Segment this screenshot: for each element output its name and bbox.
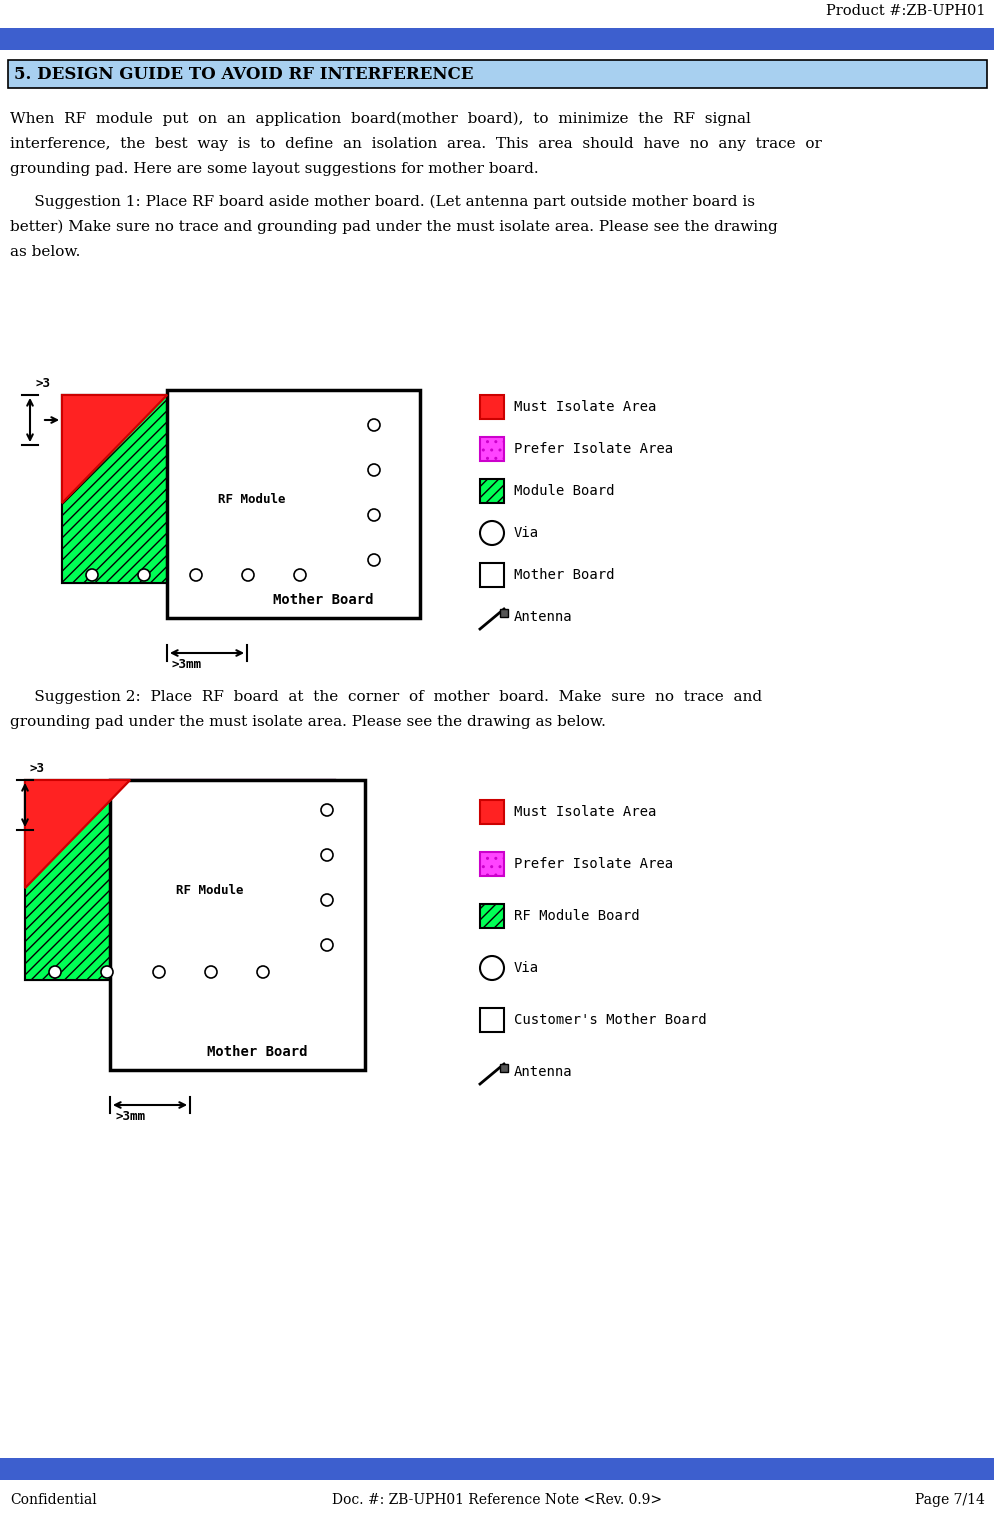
Circle shape — [321, 848, 333, 860]
Circle shape — [153, 966, 165, 978]
Circle shape — [368, 509, 380, 521]
Circle shape — [368, 554, 380, 567]
Bar — [110, 780, 365, 1071]
Circle shape — [293, 570, 306, 580]
Circle shape — [321, 940, 333, 950]
Circle shape — [205, 966, 217, 978]
Polygon shape — [62, 394, 167, 503]
Bar — [62, 394, 382, 583]
Text: Must Isolate Area: Must Isolate Area — [514, 401, 656, 414]
Text: When  RF  module  put  on  an  application  board(mother  board),  to  minimize : When RF module put on an application boa… — [10, 113, 750, 126]
Bar — [479, 564, 504, 586]
Text: Via: Via — [514, 525, 539, 541]
Text: 5. DESIGN GUIDE TO AVOID RF INTERFERENCE: 5. DESIGN GUIDE TO AVOID RF INTERFERENCE — [14, 65, 473, 82]
Text: interference,  the  best  way  is  to  define  an  isolation  area.  This  area : interference, the best way is to define … — [10, 137, 821, 151]
Bar — [0, 27, 994, 50]
Circle shape — [256, 966, 268, 978]
Text: Antenna: Antenna — [514, 1065, 573, 1078]
Text: RF Module Board: RF Module Board — [514, 909, 639, 923]
Text: Prefer Isolate Area: Prefer Isolate Area — [514, 857, 673, 871]
Polygon shape — [25, 780, 130, 888]
Bar — [62, 394, 382, 583]
Circle shape — [101, 966, 113, 978]
Bar — [479, 1008, 504, 1033]
Text: RF Module: RF Module — [176, 883, 244, 897]
Text: Suggestion 1: Place RF board aside mother board. (Let antenna part outside mothe: Suggestion 1: Place RF board aside mothe… — [10, 195, 754, 209]
Circle shape — [85, 570, 97, 580]
Bar — [479, 905, 504, 928]
Bar — [110, 780, 335, 806]
Text: Mother Board: Mother Board — [207, 1045, 307, 1058]
Text: Antenna: Antenna — [514, 611, 573, 624]
Bar — [167, 390, 419, 618]
Text: >3: >3 — [30, 762, 45, 775]
Text: as below.: as below. — [10, 245, 81, 259]
Text: Page 7/14: Page 7/14 — [914, 1493, 984, 1506]
Circle shape — [368, 465, 380, 477]
Text: Customer's Mother Board: Customer's Mother Board — [514, 1013, 706, 1027]
Text: Via: Via — [514, 961, 539, 975]
Text: Mother Board: Mother Board — [514, 568, 614, 582]
Text: Suggestion 2:  Place  RF  board  at  the  corner  of  mother  board.  Make  sure: Suggestion 2: Place RF board at the corn… — [10, 690, 761, 704]
Bar — [25, 780, 335, 979]
Circle shape — [479, 521, 504, 545]
Polygon shape — [500, 1065, 508, 1072]
Text: Doc. #: ZB-UPH01 Reference Note <Rev. 0.9>: Doc. #: ZB-UPH01 Reference Note <Rev. 0.… — [332, 1493, 661, 1506]
Text: RF Module: RF Module — [218, 492, 285, 506]
Text: Module Board: Module Board — [514, 484, 614, 498]
Circle shape — [321, 804, 333, 816]
Bar — [479, 480, 504, 503]
Polygon shape — [62, 394, 167, 503]
Text: Product #:ZB-UPH01: Product #:ZB-UPH01 — [825, 5, 984, 18]
Bar — [8, 59, 986, 88]
Bar — [167, 394, 382, 420]
Text: >3mm: >3mm — [172, 658, 202, 672]
Text: Must Isolate Area: Must Isolate Area — [514, 806, 656, 819]
Bar — [479, 800, 504, 824]
Bar — [0, 1458, 994, 1480]
Bar — [479, 437, 504, 461]
Bar — [110, 780, 335, 806]
Polygon shape — [500, 609, 508, 617]
Bar — [25, 780, 335, 979]
Text: Prefer Isolate Area: Prefer Isolate Area — [514, 442, 673, 455]
Text: grounding pad under the must isolate area. Please see the drawing as below.: grounding pad under the must isolate are… — [10, 714, 605, 730]
Text: Confidential: Confidential — [10, 1493, 96, 1506]
Bar — [479, 394, 504, 419]
Circle shape — [242, 570, 253, 580]
Circle shape — [190, 570, 202, 580]
Circle shape — [49, 966, 61, 978]
Polygon shape — [25, 780, 130, 888]
Bar — [479, 851, 504, 876]
Circle shape — [321, 894, 333, 906]
Text: Mother Board: Mother Board — [273, 592, 374, 608]
Circle shape — [479, 956, 504, 979]
Text: >3: >3 — [35, 378, 50, 390]
Text: better) Make sure no trace and grounding pad under the must isolate area. Please: better) Make sure no trace and grounding… — [10, 219, 777, 235]
Circle shape — [368, 419, 380, 431]
Bar — [167, 394, 382, 420]
Text: grounding pad. Here are some layout suggestions for mother board.: grounding pad. Here are some layout sugg… — [10, 161, 538, 177]
Text: >3mm: >3mm — [115, 1110, 145, 1122]
Circle shape — [138, 570, 150, 580]
